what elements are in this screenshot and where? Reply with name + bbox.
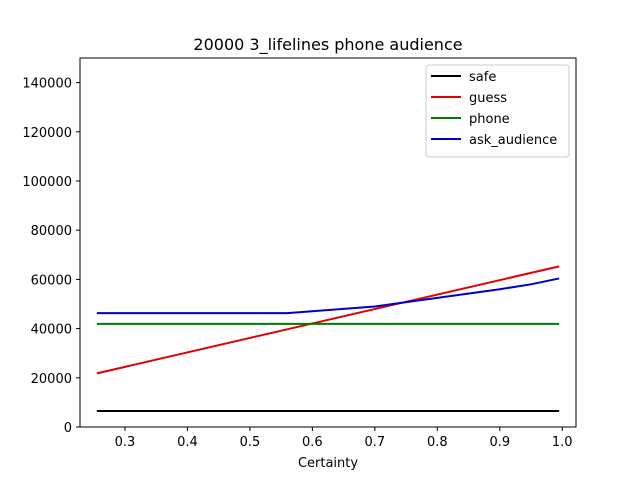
y-tick-label: 80000 (31, 224, 72, 239)
legend-label-safe: safe (469, 70, 496, 85)
series-line-ask-audience (96, 277, 560, 315)
legend-label-phone: phone (469, 112, 510, 127)
x-tick-label: 1.0 (552, 435, 573, 450)
x-tick-label: 0.4 (177, 435, 198, 450)
x-tick-label: 0.5 (240, 435, 261, 450)
x-tick-label: 0.3 (115, 435, 136, 450)
x-tick-label: 0.7 (365, 435, 386, 450)
y-tick-label: 100000 (22, 175, 72, 190)
y-tick-label: 60000 (31, 273, 72, 288)
x-tick-label: 0.6 (302, 435, 323, 450)
plot-area: 0.3 0.4 0.5 0.6 0.7 0.8 0.9 1.0 0 20000 40000 60000… (22, 57, 577, 450)
legend-label-ask-audience: ask_audience (469, 133, 557, 148)
y-tick-label: 0 (64, 421, 72, 436)
chart-title: 20000 3_lifelines phone audience (193, 35, 462, 55)
x-axis-label: Certainty (298, 456, 358, 471)
y-tick-label: 20000 (31, 372, 72, 387)
x-tick-label: 0.8 (427, 435, 448, 450)
legend-label-guess: guess (469, 91, 507, 106)
x-tick-label: 0.9 (489, 435, 510, 450)
y-tick-label: 140000 (22, 77, 72, 92)
series-line-guess (96, 265, 560, 375)
y-tick-label: 40000 (31, 323, 72, 338)
axes-frame (79, 57, 577, 428)
y-tick-label: 120000 (22, 126, 72, 141)
legend-box (425, 64, 570, 158)
